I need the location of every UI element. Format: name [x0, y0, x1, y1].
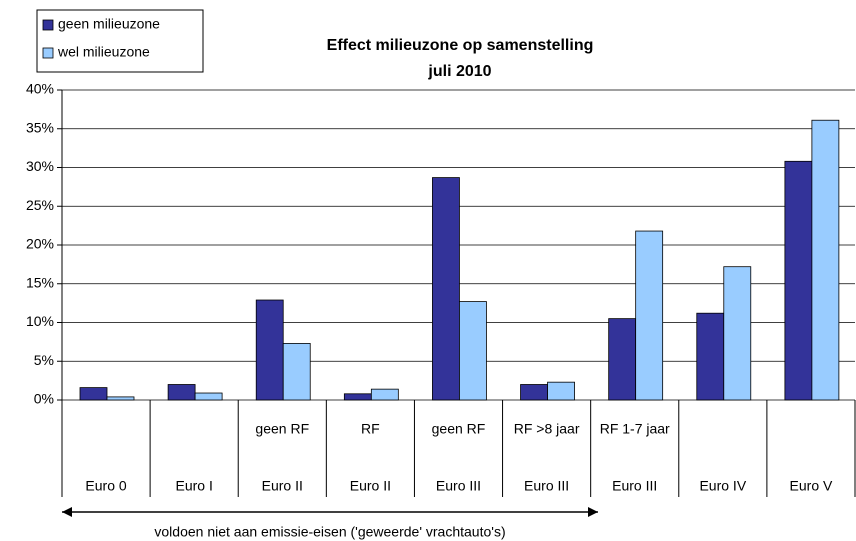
bar — [635, 230, 664, 401]
legend-label: wel milieuzone — [57, 44, 150, 60]
x-group-label: Euro IV — [699, 478, 746, 494]
x-group-label: Euro II — [350, 478, 391, 494]
y-tick-label: 40% — [26, 81, 54, 97]
x-group-label: Euro III — [612, 478, 657, 494]
bar — [79, 387, 108, 401]
legend-label: geen milieuzone — [58, 16, 160, 32]
y-tick-label: 0% — [34, 391, 54, 407]
bar — [723, 266, 752, 401]
bar — [547, 381, 575, 401]
y-tick-label: 30% — [26, 158, 54, 174]
y-tick-label: 15% — [26, 274, 54, 290]
y-tick-label: 35% — [26, 119, 54, 135]
bar — [608, 318, 637, 401]
legend-swatch — [42, 19, 54, 31]
bar — [255, 299, 284, 401]
chart-subtitle: juli 2010 — [427, 63, 491, 80]
bar — [520, 384, 548, 401]
x-sub-label: RF 1-7 jaar — [600, 421, 670, 437]
y-tick-label: 5% — [34, 352, 54, 368]
x-group-label: Euro III — [524, 478, 569, 494]
y-tick-label: 20% — [26, 236, 54, 252]
bar — [343, 393, 372, 401]
annotation: voldoen niet aan emissie-eisen ('geweerd… — [154, 524, 505, 540]
x-group-label: Euro V — [790, 478, 833, 494]
legend-box — [36, 9, 204, 73]
x-group-label: Euro 0 — [85, 478, 126, 494]
y-tick-label: 25% — [26, 197, 54, 213]
bar — [784, 160, 813, 401]
legend-swatch — [42, 47, 54, 59]
x-sub-label: RF >8 jaar — [514, 421, 580, 437]
arrow-head — [588, 507, 598, 517]
x-group-label: Euro II — [262, 478, 303, 494]
arrow-head — [62, 507, 72, 517]
bar — [282, 343, 311, 401]
bar — [811, 119, 840, 401]
chart-title: Effect milieuzone op samenstelling — [327, 37, 594, 54]
x-group-label: Euro III — [436, 478, 481, 494]
bar — [432, 177, 460, 401]
bar — [167, 384, 196, 401]
x-sub-label: RF — [361, 421, 380, 437]
x-sub-label: geen RF — [432, 421, 486, 437]
x-sub-label: geen RF — [255, 421, 309, 437]
y-tick-label: 10% — [26, 313, 54, 329]
bar — [370, 388, 399, 401]
bar — [194, 392, 223, 401]
bar — [459, 301, 487, 401]
bar — [106, 396, 135, 401]
bar — [696, 312, 725, 401]
x-group-label: Euro I — [175, 478, 212, 494]
